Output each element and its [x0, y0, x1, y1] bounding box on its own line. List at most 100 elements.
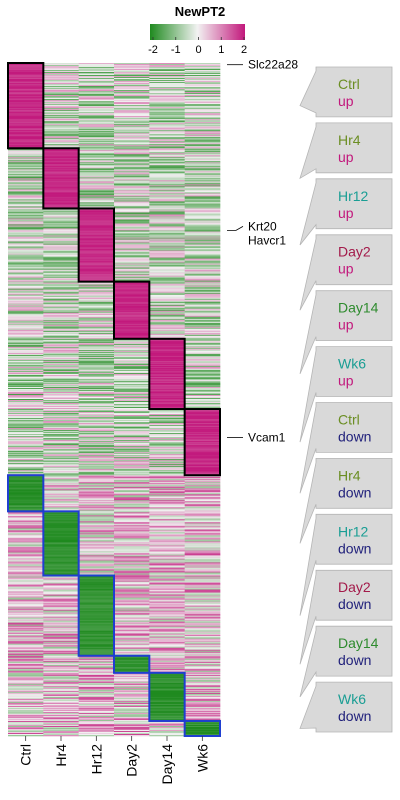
heatmap-cell — [8, 733, 44, 736]
heatmap-cell — [43, 531, 79, 533]
heatmap-cell — [149, 649, 185, 652]
heatmap-cell — [8, 383, 44, 386]
heatmap-cell — [43, 453, 79, 455]
heatmap-cell — [78, 718, 115, 721]
heatmap-cell — [114, 251, 150, 253]
heatmap-cell — [149, 272, 185, 274]
heatmap-cell — [114, 299, 150, 302]
heatmap-cell — [43, 137, 79, 139]
heatmap-cell — [184, 98, 221, 100]
heatmap-cell — [78, 653, 115, 656]
heatmap-cell — [43, 633, 79, 635]
heatmap-cell — [78, 604, 115, 606]
heatmap-cell — [149, 143, 185, 145]
heatmap-cell — [78, 443, 115, 445]
heatmap-cell — [8, 92, 44, 94]
heatmap-cell — [184, 624, 221, 626]
heatmap-cell — [8, 66, 44, 68]
heatmap-cell — [114, 178, 150, 180]
heatmap-cell — [149, 467, 185, 469]
heatmap-cell — [8, 564, 44, 566]
heatmap-cell — [8, 408, 44, 410]
heatmap-cell — [8, 662, 44, 665]
heatmap-cell — [43, 78, 79, 80]
heatmap-cell — [43, 390, 79, 393]
heatmap-cell — [78, 571, 115, 573]
heatmap-cell — [8, 202, 44, 204]
heatmap-cell — [43, 157, 79, 159]
heatmap-cell — [184, 572, 221, 574]
heatmap-cell — [114, 460, 150, 462]
heatmap-cell — [114, 247, 150, 249]
heatmap-cell — [43, 672, 79, 675]
heatmap-cell — [78, 313, 115, 316]
heatmap-cell — [78, 416, 115, 418]
heatmap-cell — [8, 451, 44, 453]
heatmap-cell — [149, 386, 185, 389]
heatmap-cell — [114, 300, 150, 303]
heatmap-cell — [184, 182, 221, 184]
heatmap-cell — [114, 151, 150, 153]
heatmap-cell — [43, 277, 79, 279]
heatmap-cell — [114, 287, 150, 289]
heatmap-cell — [43, 133, 79, 135]
heatmap-cell — [114, 398, 150, 401]
heatmap-cell — [8, 154, 44, 156]
heatmap-cell — [114, 599, 150, 601]
heatmap-cell — [114, 277, 150, 279]
heatmap-cell — [8, 718, 44, 721]
heatmap-cell — [43, 548, 79, 550]
heatmap-cell — [43, 309, 79, 312]
heatmap-cell — [184, 178, 221, 180]
heatmap-cell — [114, 245, 150, 247]
heatmap-cell — [78, 180, 115, 182]
heatmap-cell — [184, 241, 221, 243]
heatmap-cell — [43, 435, 79, 437]
heatmap-cell — [78, 619, 115, 621]
heatmap-cell — [43, 343, 79, 346]
heatmap-cell — [149, 322, 185, 325]
heatmap-cell — [149, 297, 185, 300]
heatmap-cell — [78, 158, 115, 160]
heatmap-cell — [114, 575, 150, 577]
heatmap-cell — [8, 691, 44, 694]
heatmap-cell — [114, 206, 150, 208]
heatmap-cell — [8, 195, 44, 197]
heatmap-cell — [149, 625, 185, 627]
heatmap-cell — [184, 571, 221, 573]
heatmap-cell — [8, 347, 44, 350]
heatmap-cell — [78, 508, 115, 510]
heatmap-cell — [78, 178, 115, 180]
heatmap-cell — [114, 396, 150, 399]
heatmap-cell — [184, 668, 221, 671]
heatmap-cell — [43, 138, 79, 140]
heatmap-cell — [149, 314, 185, 317]
heatmap-cell — [78, 409, 115, 411]
heatmap-cell — [43, 591, 79, 593]
heatmap-cell — [8, 611, 44, 613]
heatmap-cell — [114, 411, 150, 413]
heatmap-cell — [78, 337, 115, 340]
heatmap-cell — [114, 324, 150, 327]
heatmap-cell — [8, 582, 44, 584]
heatmap-cell — [43, 263, 79, 265]
heatmap-cell — [78, 293, 115, 295]
heatmap-cell — [114, 119, 150, 121]
heatmap-cell — [149, 306, 185, 309]
heatmap-cell — [78, 618, 115, 620]
heatmap-cell — [78, 734, 115, 737]
heatmap-cell — [184, 388, 221, 391]
heatmap-cell — [43, 396, 79, 399]
heatmap-cell — [43, 274, 79, 276]
heatmap-cell — [149, 107, 185, 109]
heatmap-cell — [149, 292, 185, 294]
heatmap-cell — [149, 140, 185, 142]
heatmap-cell — [114, 680, 150, 683]
heatmap-cell — [149, 93, 185, 95]
heatmap-cell — [43, 558, 79, 560]
heatmap-cell — [43, 434, 79, 436]
heatmap-cell — [114, 168, 150, 170]
heatmap-cell — [8, 626, 44, 628]
heatmap-cell — [8, 186, 44, 188]
heatmap-cell — [114, 137, 150, 139]
